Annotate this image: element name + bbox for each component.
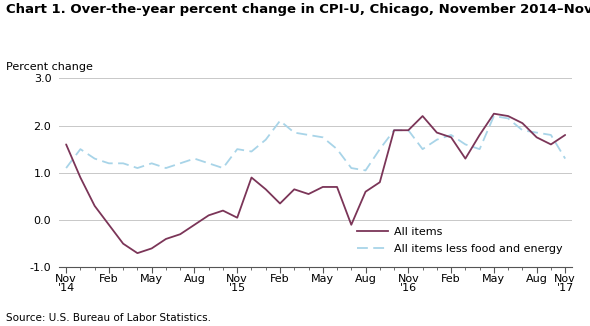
Text: Chart 1. Over-the-year percent change in CPI-U, Chicago, November 2014–November : Chart 1. Over-the-year percent change in… xyxy=(6,3,590,16)
Legend: All items, All items less food and energy: All items, All items less food and energ… xyxy=(353,222,567,258)
Text: Percent change: Percent change xyxy=(6,62,93,72)
Text: Source: U.S. Bureau of Labor Statistics.: Source: U.S. Bureau of Labor Statistics. xyxy=(6,313,211,323)
